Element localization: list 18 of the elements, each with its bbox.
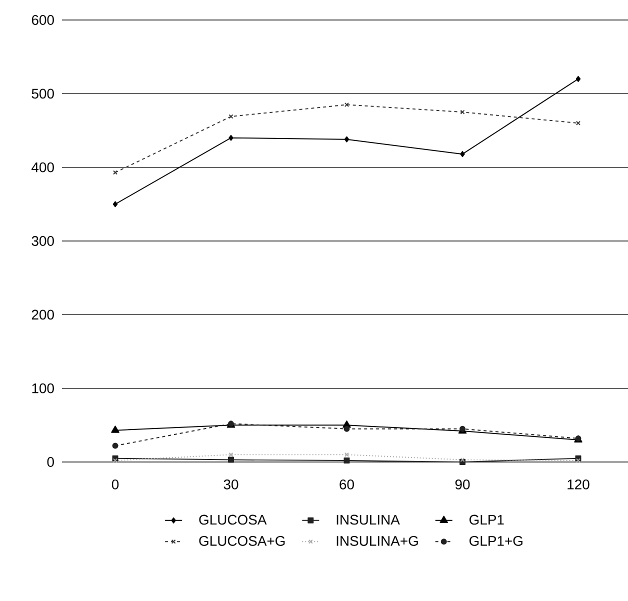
legend-label: GLP1+G	[470, 536, 522, 546]
legend-label: GLUCOSA	[199, 514, 267, 525]
legend-label: INSULINA+G	[336, 536, 418, 546]
y-tick-label: 500	[32, 88, 54, 99]
y-tick-label: 0	[47, 457, 54, 467]
x-tick-label: 90	[455, 480, 470, 490]
x-tick-label: 0	[112, 480, 119, 490]
x-tick-label: 30	[224, 480, 238, 490]
legend-label: INSULINA	[336, 514, 400, 525]
y-tick-label: 400	[32, 162, 54, 172]
y-tick-label: 100	[32, 383, 54, 394]
legend-label: GLUCOSA+G	[199, 536, 285, 546]
y-tick-label: 200	[32, 310, 54, 320]
y-tick-label: 300	[32, 236, 54, 246]
x-tick-label: 60	[340, 480, 354, 490]
x-tick-label: 120	[568, 480, 590, 490]
y-tick-label: 600	[32, 15, 54, 25]
legend-label: GLP1	[470, 514, 504, 525]
